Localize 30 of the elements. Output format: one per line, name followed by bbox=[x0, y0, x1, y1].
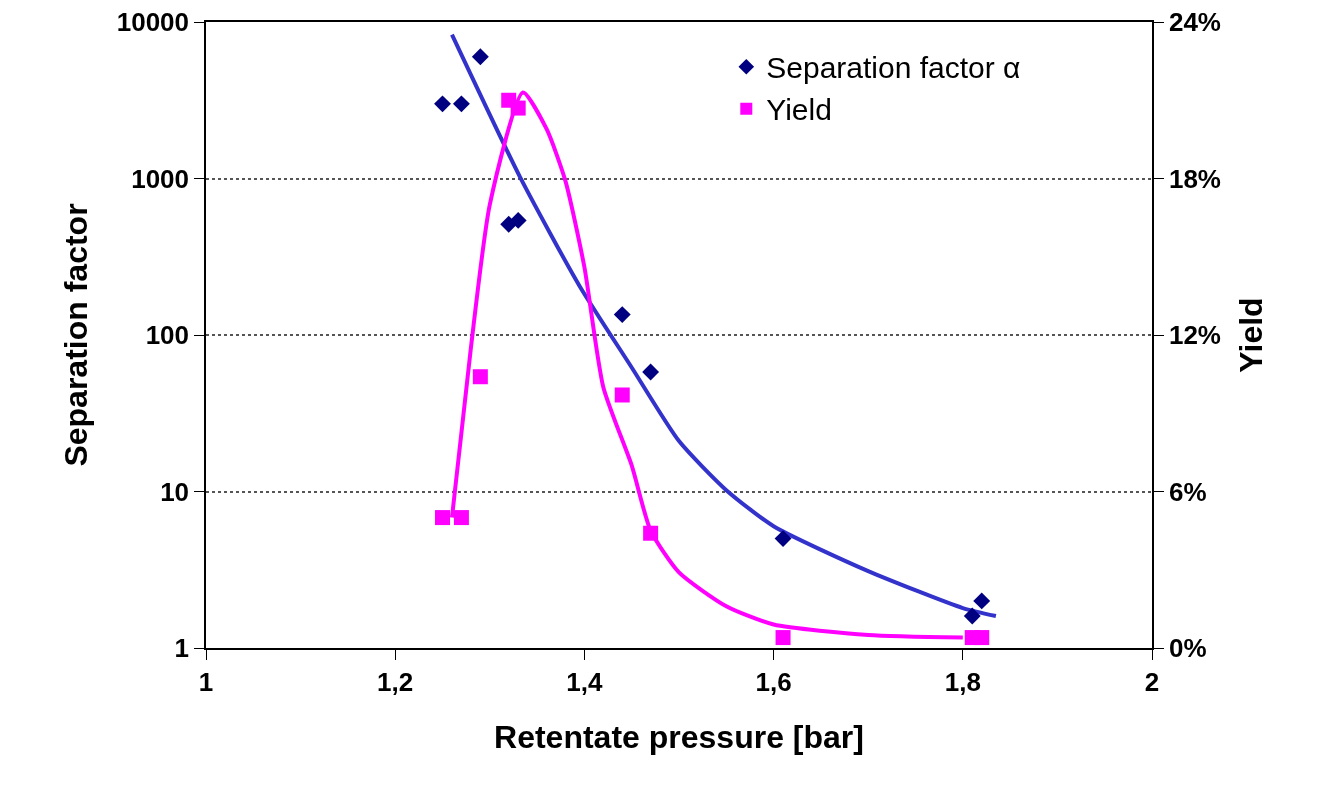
point bbox=[973, 592, 991, 610]
point bbox=[774, 530, 792, 548]
point bbox=[509, 211, 527, 229]
x-tick-label: 1,6 bbox=[755, 666, 792, 697]
y-tick-label: 10000 bbox=[116, 7, 190, 38]
x-tick-label: 1,2 bbox=[377, 666, 414, 697]
y-tick-label: 10 bbox=[160, 476, 190, 507]
y2-tick-label: 0% bbox=[1168, 633, 1207, 664]
y2-axis-title: Yield bbox=[1233, 297, 1270, 373]
legend-label: Yield bbox=[766, 93, 832, 127]
x-tick-label: 1 bbox=[198, 666, 214, 697]
point bbox=[613, 306, 631, 324]
y2-tick-label: 12% bbox=[1168, 320, 1221, 351]
y2-tick-label: 6% bbox=[1168, 476, 1207, 507]
y-axis-title: Separation factor bbox=[57, 203, 94, 467]
x-tick-label: 2 bbox=[1144, 666, 1160, 697]
y2-tick-label: 24% bbox=[1168, 7, 1221, 38]
point bbox=[434, 95, 451, 113]
point bbox=[963, 607, 981, 625]
point bbox=[452, 95, 470, 113]
point bbox=[642, 363, 660, 381]
y-tick-label: 1 bbox=[174, 633, 190, 664]
x-axis-title: Retentate pressure [bar] bbox=[494, 719, 864, 756]
y-tick-label: 100 bbox=[145, 320, 190, 351]
x-tick-label: 1,8 bbox=[944, 666, 981, 697]
point bbox=[471, 48, 489, 66]
legend-label: Separation factor α bbox=[766, 51, 1021, 85]
x-tick-label: 1,4 bbox=[566, 666, 604, 697]
y2-tick-label: 18% bbox=[1168, 163, 1221, 194]
y-tick-label: 1000 bbox=[131, 163, 190, 194]
